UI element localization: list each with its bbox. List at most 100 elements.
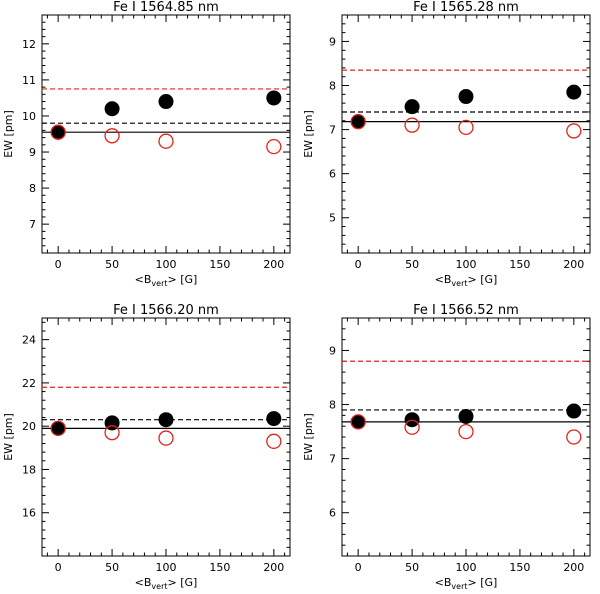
- x-axis-label-post: > [G]: [468, 273, 498, 286]
- x-tick-label: 0: [55, 258, 62, 271]
- open-point: [50, 420, 66, 436]
- filled-point: [350, 114, 366, 130]
- x-axis-label-pre: <B: [435, 576, 452, 589]
- open-point: [458, 423, 474, 440]
- filled-point: [104, 101, 120, 117]
- x-tick-label: 100: [156, 258, 177, 271]
- x-axis-label: <Bvert> [G]: [135, 576, 198, 591]
- y-tick-label: 22: [22, 377, 36, 390]
- y-tick-label: 16: [22, 507, 36, 520]
- x-axis-label-post: > [G]: [168, 576, 198, 589]
- x-tick-label: 50: [105, 258, 119, 271]
- y-tick-label: 20: [22, 420, 36, 433]
- x-tick-label: 150: [509, 561, 530, 574]
- x-tick-label: 0: [355, 561, 362, 574]
- y-tick-label: 12: [22, 38, 36, 51]
- open-point: [350, 114, 366, 130]
- y-tick-label: 10: [22, 110, 36, 123]
- x-axis-label-pre: <B: [135, 273, 152, 286]
- y-tick-label: 11: [22, 74, 36, 87]
- x-tick-label: 150: [209, 258, 230, 271]
- filled-point: [50, 124, 66, 140]
- y-tick-label: 7: [329, 453, 336, 466]
- filled-point: [266, 411, 282, 427]
- open-point: [566, 429, 582, 445]
- x-tick-label: 0: [55, 561, 62, 574]
- open-point: [404, 117, 420, 133]
- y-tick-label: 7: [329, 124, 336, 137]
- filled-point: [566, 84, 582, 100]
- chart-title: Fe I 1565.28 nm: [413, 0, 519, 15]
- open-point: [266, 433, 282, 449]
- y-axis-label: EW [pm]: [302, 413, 315, 461]
- y-tick-label: 8: [329, 399, 336, 412]
- x-tick-label: 0: [355, 258, 362, 271]
- y-axis-label: EW [pm]: [2, 110, 15, 158]
- filled-point: [566, 403, 582, 419]
- x-axis-label-sub: vert: [451, 582, 467, 591]
- x-axis-label-pre: <B: [435, 273, 452, 286]
- panel-1: Fe I 1564.85 nm 0 50 100 150 200 7 8 9 10 11 12 EW […: [2, 0, 291, 288]
- filled-point: [266, 90, 282, 106]
- y-tick-label: 8: [329, 80, 336, 93]
- filled-point: [458, 89, 474, 105]
- open-point: [104, 128, 120, 144]
- x-axis-label: <Bvert> [G]: [435, 576, 498, 591]
- chart-title: Fe I 1566.20 nm: [113, 303, 219, 318]
- chart-title: Fe I 1564.85 nm: [113, 0, 219, 15]
- panel-4: Fe I 1566.52 nm 0 50 100 150 200 6 7 8 9 EW [pm] <B…: [302, 303, 591, 591]
- filled-point: [404, 99, 420, 115]
- open-point: [566, 123, 582, 139]
- filled-point: [350, 414, 366, 430]
- x-tick-label: 50: [105, 561, 119, 574]
- plot-frame: [341, 317, 591, 557]
- x-axis-label-post: > [G]: [168, 273, 198, 286]
- x-axis-label-sub: vert: [151, 582, 167, 591]
- y-tick-label: 6: [329, 168, 336, 181]
- filled-point: [158, 412, 174, 428]
- filled-point: [458, 408, 474, 424]
- x-tick-label: 200: [563, 258, 584, 271]
- y-tick-label: 9: [329, 35, 336, 48]
- y-axis-label: EW [pm]: [2, 413, 15, 461]
- open-point: [104, 425, 120, 441]
- y-tick-label: 5: [329, 212, 336, 225]
- x-tick-label: 100: [456, 258, 477, 271]
- x-axis-label-sub: vert: [451, 279, 467, 288]
- x-axis-label-sub: vert: [151, 279, 167, 288]
- y-tick-label: 24: [22, 334, 36, 347]
- y-tick-label: 18: [22, 463, 36, 476]
- x-tick-label: 200: [263, 561, 284, 574]
- open-point: [158, 133, 174, 149]
- y-tick-label: 9: [329, 344, 336, 357]
- chart-title: Fe I 1566.52 nm: [413, 303, 519, 318]
- filled-point: [158, 94, 174, 110]
- y-tick-label: 9: [29, 146, 36, 159]
- y-tick-label: 8: [29, 182, 36, 195]
- open-point: [158, 430, 174, 446]
- x-tick-label: 200: [563, 561, 584, 574]
- x-tick-label: 200: [263, 258, 284, 271]
- x-tick-label: 50: [405, 561, 419, 574]
- open-point: [266, 138, 282, 155]
- x-tick-label: 100: [156, 561, 177, 574]
- x-tick-label: 150: [509, 258, 530, 271]
- panel-2: Fe I 1565.28 nm 0 50 100 150 200 5 6 7 8 9 EW [pm] <…: [302, 0, 591, 288]
- x-axis-label-post: > [G]: [468, 576, 498, 589]
- y-tick-label: 6: [329, 507, 336, 520]
- x-axis-label: <Bvert> [G]: [135, 273, 198, 288]
- y-axis-label: EW [pm]: [302, 110, 315, 158]
- x-axis-label-pre: <B: [135, 576, 152, 589]
- panel-3: Fe I 1566.20 nm 0 50 100 150 200 16 18 20 22 24 EW …: [2, 303, 291, 591]
- x-tick-label: 50: [405, 258, 419, 271]
- open-point: [350, 414, 366, 430]
- x-tick-label: 100: [456, 561, 477, 574]
- x-tick-label: 150: [209, 561, 230, 574]
- plot-frame: [41, 317, 291, 557]
- x-axis-label: <Bvert> [G]: [435, 273, 498, 288]
- open-point: [458, 119, 474, 136]
- open-point: [404, 419, 420, 435]
- filled-point: [50, 420, 66, 436]
- y-tick-label: 7: [29, 218, 36, 231]
